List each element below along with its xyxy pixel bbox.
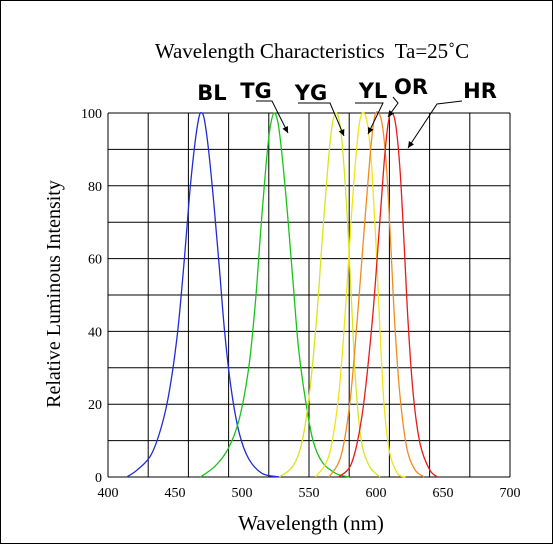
series-line-hr	[338, 112, 439, 478]
leader-line-yg	[298, 102, 345, 137]
leader-arrowhead-yl	[368, 127, 374, 134]
series-label-or: OR	[394, 75, 428, 99]
x-tick-label: 700	[500, 486, 521, 501]
leader-line-hr	[407, 100, 463, 149]
grid	[107, 112, 511, 478]
tick-labels: 400 450 500 550 600 650 700 0 20 40 60 80 100	[81, 107, 521, 501]
leader-arrowhead-or	[388, 110, 395, 117]
series-line-yg	[279, 112, 381, 478]
series-label-yl: YL	[358, 79, 388, 103]
x-tick-label: 450	[165, 486, 186, 501]
x-tick-label: 400	[98, 486, 119, 501]
y-tick-label: 100	[81, 107, 102, 122]
series-curves	[126, 111, 439, 478]
leader-line-tg	[256, 100, 289, 134]
leader-arrowhead-yg	[338, 129, 345, 136]
x-tick-label: 650	[433, 486, 454, 501]
x-axis-label: Wavelength (nm)	[238, 511, 384, 535]
y-tick-label: 40	[88, 325, 102, 340]
y-tick-label: 60	[88, 253, 102, 268]
series-line-bl	[126, 111, 280, 478]
x-tick-label: 550	[299, 486, 320, 501]
series-label-yg: YG	[294, 81, 327, 105]
leader-arrowhead-hr	[408, 141, 415, 148]
leader-arrowhead-tg	[282, 126, 288, 133]
series-labels: BL TG YG YL OR HR	[197, 75, 497, 149]
y-tick-label: 80	[88, 180, 102, 195]
series-line-tg	[200, 112, 350, 478]
y-axis-label: Relative Luminous Intensity	[43, 180, 65, 408]
series-line-or	[328, 111, 425, 478]
series-label-bl: BL	[197, 81, 226, 105]
series-label-hr: HR	[463, 79, 497, 103]
series-line-yl	[315, 111, 406, 478]
x-tick-label: 600	[366, 486, 387, 501]
chart-title: Wavelength Characteristics Ta=25˚C	[155, 39, 469, 63]
y-tick-label: 20	[88, 398, 102, 413]
x-tick-label: 500	[232, 486, 253, 501]
series-label-tg: TG	[240, 79, 272, 103]
y-tick-label: 0	[95, 471, 102, 486]
leader-line-yl	[355, 102, 384, 135]
